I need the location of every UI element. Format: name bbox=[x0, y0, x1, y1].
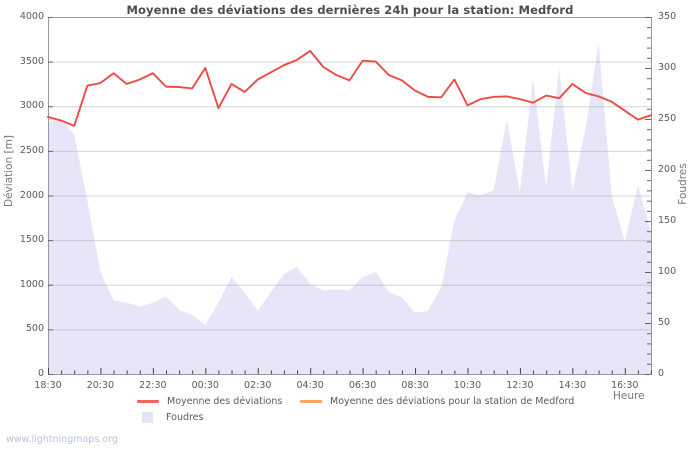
x-axis-tick-label: 10:30 bbox=[453, 380, 482, 391]
y-axis-left-tick-label: 0 bbox=[37, 368, 44, 379]
legend-label-station-deviation: Moyenne des déviations pour la station d… bbox=[330, 396, 575, 407]
y-axis-right-tick-label: 150 bbox=[658, 215, 677, 226]
x-axis-tick-label: 22:30 bbox=[139, 380, 167, 391]
legend-item-lightning[interactable]: Foudres bbox=[137, 412, 203, 423]
chart-title: Moyenne des déviations des dernières 24h… bbox=[126, 3, 574, 17]
x-axis-tick-label: 00:30 bbox=[191, 380, 219, 391]
x-axis-label: Heure bbox=[613, 390, 645, 402]
y-axis-left-tick-label: 2500 bbox=[19, 144, 44, 156]
legend-label-lightning: Foudres bbox=[166, 412, 204, 423]
x-axis-tick-label: 02:30 bbox=[244, 380, 272, 391]
y-axis-right-tick-label: 300 bbox=[658, 62, 677, 73]
y-axis-left-tick-label: 500 bbox=[25, 323, 44, 335]
legend-label-deviation: Moyenne des déviations bbox=[167, 396, 283, 407]
legend-item-station-deviation[interactable]: Moyenne des déviations pour la station d… bbox=[300, 396, 574, 407]
x-axis-tick-label: 12:30 bbox=[506, 380, 534, 391]
legend-item-deviation[interactable]: Moyenne des déviations bbox=[137, 396, 282, 407]
x-axis-tick-label: 06:30 bbox=[348, 380, 377, 391]
x-axis-tick-label: 08:30 bbox=[401, 380, 429, 391]
x-axis-tick-label: 16:30 bbox=[611, 380, 639, 391]
x-axis-tick-label: 14:30 bbox=[558, 380, 587, 391]
footer-watermark: www.lightningmaps.org bbox=[6, 434, 118, 445]
y-axis-left-tick-label: 1000 bbox=[19, 278, 44, 290]
y-axis-right-tick-label: 50 bbox=[658, 317, 671, 328]
y-axis-right-tick-label: 200 bbox=[658, 164, 677, 175]
y-axis-left-tick-label: 2000 bbox=[19, 189, 44, 201]
y-axis-left-tick-label: 1500 bbox=[19, 234, 44, 246]
x-axis-tick-label: 20:30 bbox=[86, 380, 115, 391]
legend-line-swatch-deviation bbox=[137, 400, 159, 403]
x-axis-tick-label: 04:30 bbox=[296, 380, 324, 391]
y-axis-left-tick-label: 3000 bbox=[19, 100, 44, 112]
legend-line-swatch-station bbox=[300, 400, 322, 403]
legend-area-swatch-lightning bbox=[142, 412, 153, 423]
y-axis-left-tick-label: 3500 bbox=[19, 55, 44, 67]
y-axis-right-tick-label: 250 bbox=[658, 113, 677, 124]
x-axis-tick-label: 18:30 bbox=[34, 380, 62, 391]
y-axis-right-tick-label: 350 bbox=[658, 11, 677, 22]
y-axis-right-tick-label: 100 bbox=[658, 266, 677, 277]
y-axis-right-tick-label: 0 bbox=[658, 368, 665, 379]
y-axis-left-tick-label: 4000 bbox=[19, 11, 44, 22]
